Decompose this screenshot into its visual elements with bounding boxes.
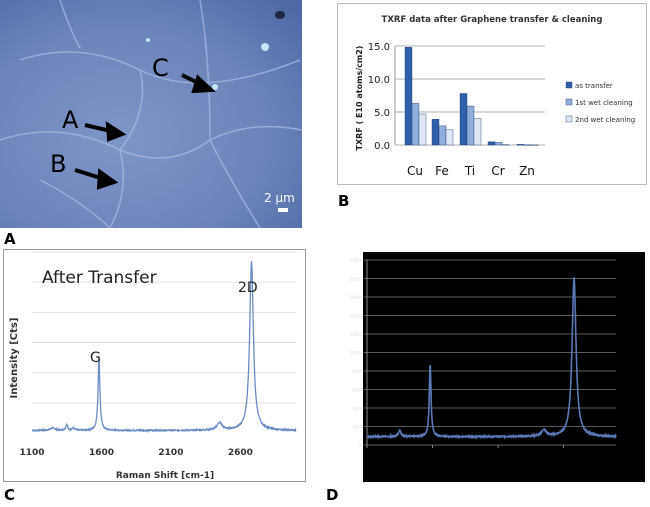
bar-fe-series-2: [438, 125, 447, 146]
bar-zn-series-2: [523, 144, 532, 146]
y-tick-label: 15.0: [368, 42, 390, 53]
bar-ti-series-3: [473, 118, 482, 146]
x-tick-label: Fe: [435, 164, 449, 178]
panel-label-a: A: [4, 230, 16, 248]
chart-title: TXRF data after Graphene transfer & clea…: [382, 15, 603, 25]
bar-chart-txrf: TXRF data after Graphene transfer & clea…: [337, 3, 647, 185]
chart-background: [363, 252, 645, 482]
y-axis-label: Intensity [Cts]: [9, 318, 20, 399]
x-tick-label: 1600: [89, 448, 114, 458]
peak-label-g: G: [90, 350, 101, 366]
micrograph-background: [0, 0, 302, 228]
legend-swatch: [565, 81, 573, 89]
bar-fe-series-3: [445, 129, 454, 146]
bar-zn-series-1: [516, 144, 525, 146]
particle: [261, 43, 269, 51]
arrows: [74, 73, 216, 190]
bar-cr-series-1: [487, 141, 496, 146]
legend-entry: 1st wet cleaning: [575, 99, 633, 107]
grain-boundaries: [0, 0, 302, 228]
bar-cr-series-3: [501, 144, 510, 146]
y-tick-label: 2000: [350, 258, 362, 264]
y-tick-label: 800: [352, 369, 361, 375]
annotation-a: A: [62, 106, 79, 134]
legend-swatch: [565, 98, 573, 106]
y-tick-label: 0.0: [374, 141, 390, 152]
y-tick-label: 1200: [350, 332, 362, 338]
legend-swatch: [565, 115, 573, 123]
particle: [275, 11, 285, 19]
spectrum-line: [366, 277, 617, 441]
scale-bar-label: 2 µm: [264, 191, 295, 205]
x-tick-label: Cr: [491, 164, 504, 178]
y-tick-label: 1800: [350, 277, 362, 283]
chart-frame: [3, 249, 306, 482]
x-axis-label: Raman Shift [cm-1]: [116, 471, 214, 481]
x-tick-label: Ti: [464, 164, 475, 178]
y-tick-label: 1000: [350, 351, 362, 357]
x-tick-label: Zn: [519, 164, 535, 178]
y-tick-label: 0: [358, 443, 361, 449]
peak-label-2d: 2D: [238, 280, 258, 296]
particle: [212, 84, 218, 90]
bar-ti-series-2: [466, 105, 475, 146]
y-tick-label: 1600: [350, 295, 362, 301]
panel-label-b: B: [338, 192, 350, 210]
x-tick-label: 2100: [158, 448, 183, 458]
bar-cu-series-3: [418, 113, 427, 146]
y-tick-label: 600: [352, 388, 361, 394]
y-tick-label: 5.0: [374, 108, 390, 119]
x-tick-label: Cu: [407, 164, 423, 178]
bar-cu-series-2: [411, 103, 420, 146]
y-tick-label: 10.0: [368, 75, 390, 86]
scale-bar: [278, 208, 288, 212]
x-tick-label: 1100: [19, 448, 44, 458]
annotation-b: B: [50, 150, 66, 178]
panel-label-c: C: [4, 486, 16, 504]
raman-spectrum-dark: 0 200 400 600 800 1000 1200 1400 1600 1800 2000: [350, 252, 645, 482]
raman-spectrum-after-transfer: After Transfer G 2D Intensity [Cts] Rama…: [3, 249, 306, 482]
y-tick-label: 200: [352, 425, 361, 431]
y-axis-label: TXRF ( E10 atoms/cm2): [355, 46, 364, 151]
y-tick-label: 400: [352, 406, 361, 412]
chart-frame: [337, 3, 647, 185]
micrograph-panel-a: A B C 2 µm: [0, 0, 302, 228]
spectrum-line: [31, 261, 297, 434]
particle: [146, 38, 150, 42]
chart-title: After Transfer: [42, 268, 157, 288]
legend-entry: as transfer: [575, 82, 613, 90]
x-tick-label: 2600: [228, 448, 253, 458]
legend-entry: 2nd wet cleaning: [575, 116, 635, 124]
bar-ti-series-1: [459, 93, 468, 146]
bar-zn-series-3: [530, 144, 539, 146]
y-tick-label: 1400: [350, 314, 362, 320]
bar-fe-series-1: [431, 119, 440, 146]
annotation-c: C: [152, 54, 169, 82]
panel-label-d: D: [326, 486, 339, 504]
bar-cr-series-2: [494, 142, 503, 146]
bar-cu-series-1: [404, 47, 413, 146]
